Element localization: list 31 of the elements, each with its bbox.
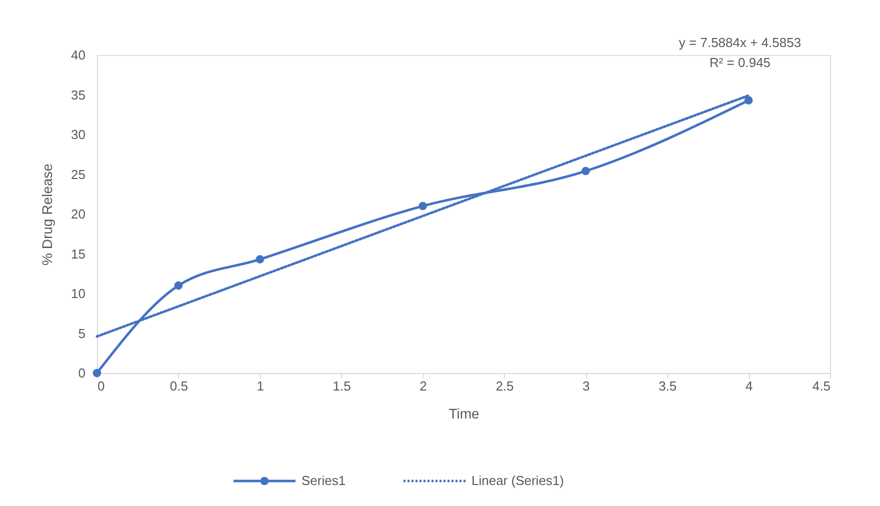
y-tick-label: 15 [71, 246, 86, 262]
annotation: R² = 0.945 [709, 55, 771, 70]
y-tick-label: 0 [78, 366, 86, 380]
x-tick-label: 4.5 [812, 378, 830, 394]
legend-label: Series1 [302, 473, 346, 488]
x-tick-label: 3.5 [658, 378, 677, 394]
point [744, 96, 753, 104]
x-tick-label: 1.5 [332, 378, 351, 394]
y-tick-label: 20 [71, 206, 86, 222]
point [418, 202, 427, 210]
x-tick-label: 2.5 [496, 378, 514, 394]
y-tick-label: 30 [71, 127, 86, 142]
y-tick-label: 35 [71, 87, 86, 102]
x-tick-label: 0.5 [170, 378, 188, 394]
y-tick-label: 25 [71, 166, 86, 182]
x-tick-label: 0 [98, 378, 105, 394]
y-tick-label: 40 [71, 48, 86, 62]
x-tick-label: 4 [745, 378, 753, 394]
y-axis-title: % Drug Release [39, 163, 56, 266]
text: y = 7.5884x + 4.5853 [678, 35, 802, 50]
x-tick-label: 2 [420, 378, 427, 394]
x-tick-label: 3 [582, 378, 590, 394]
y-tick-label: 5 [78, 326, 86, 341]
x-tick-label: 1 [256, 378, 264, 394]
x-axis-title: Time [448, 406, 480, 422]
point [256, 255, 264, 264]
point [92, 368, 102, 378]
point [174, 281, 183, 290]
legend-label: Linear (Series1) [472, 473, 564, 488]
point [581, 166, 590, 176]
y-tick-label: 10 [71, 286, 86, 301]
